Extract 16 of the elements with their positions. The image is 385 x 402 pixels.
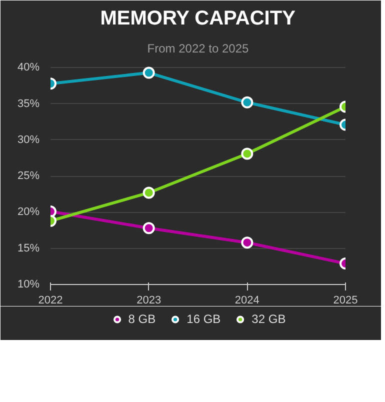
y-tick-label: 30% (17, 134, 40, 146)
y-tick-label: 10% (17, 278, 40, 290)
legend-label: 16 GB (186, 312, 221, 326)
x-tick-label: 2024 (234, 294, 260, 306)
x-tick-label: 2025 (333, 294, 358, 306)
legend-label: 8 GB (128, 312, 156, 326)
legend-label: 32 GB (252, 312, 286, 326)
chart-subtitle: From 2022 to 2025 (147, 42, 250, 56)
chart-title: MEMORY CAPACITY (100, 8, 296, 30)
y-tick-label: 15% (17, 242, 40, 254)
x-tick-label: 2022 (38, 294, 63, 306)
x-tick-label: 2023 (136, 294, 162, 306)
y-tick-label: 40% (17, 62, 40, 74)
y-tick-label: 35% (17, 98, 40, 110)
y-tick-label: 20% (17, 206, 40, 218)
y-tick-label: 25% (17, 170, 40, 182)
